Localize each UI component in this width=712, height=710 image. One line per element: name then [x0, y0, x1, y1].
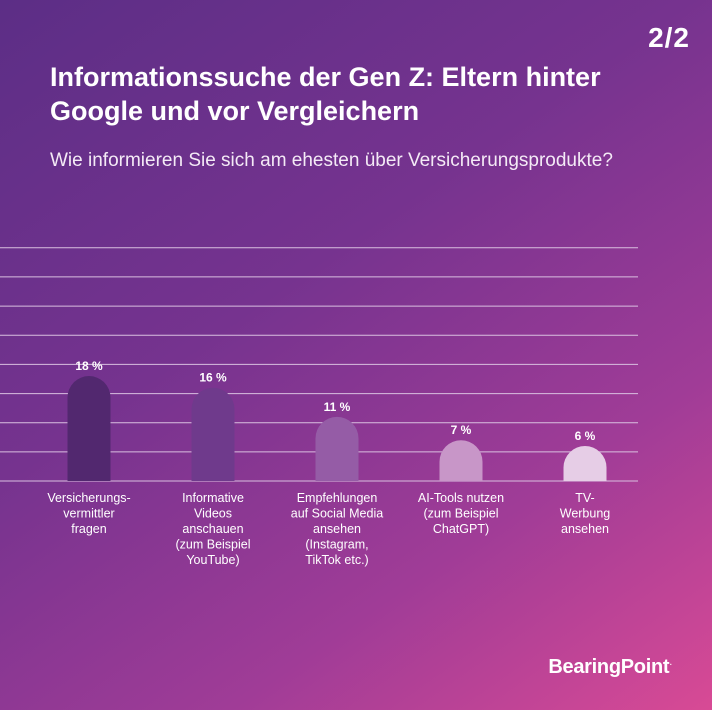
category-label: Empfehlungen auf Social Media ansehen (Inst…	[291, 491, 383, 567]
bars	[67, 376, 607, 481]
bar	[563, 446, 607, 481]
value-label: 16 %	[199, 371, 227, 385]
value-label: 6 %	[575, 429, 596, 443]
brand-mark: .	[669, 656, 672, 668]
bar	[315, 416, 359, 481]
value-label: 7 %	[451, 423, 472, 437]
bar	[67, 376, 111, 481]
brand-name: BearingPoint	[548, 656, 670, 678]
value-labels: 18 % 16 % 11 % 7 % 6 %	[75, 359, 595, 443]
bar	[439, 440, 483, 481]
page-number: 2/2	[648, 22, 690, 53]
category-label: Versicherungs-vermittler fragen	[47, 491, 130, 536]
category-labels: Versicherungs-vermittler fragen Informativ…	[47, 491, 610, 567]
bearingpoint-logo: BearingPoint.	[548, 656, 672, 679]
category-label: TV-Werbung ansehen	[560, 491, 611, 536]
category-label: Informative Videos anschauen (zum Beispiel Y…	[175, 491, 250, 567]
chart-subtitle: Wie informieren Sie sich am ehesten über…	[50, 150, 613, 171]
bar	[191, 387, 235, 481]
value-label: 11 %	[324, 400, 351, 414]
chart-title: Informationssuche der Gen Z: Eltern hint…	[50, 62, 601, 126]
value-label: 18 %	[75, 359, 103, 373]
category-label: AI-Tools nutzen (zum Beispiel ChatGPT)	[418, 491, 504, 536]
